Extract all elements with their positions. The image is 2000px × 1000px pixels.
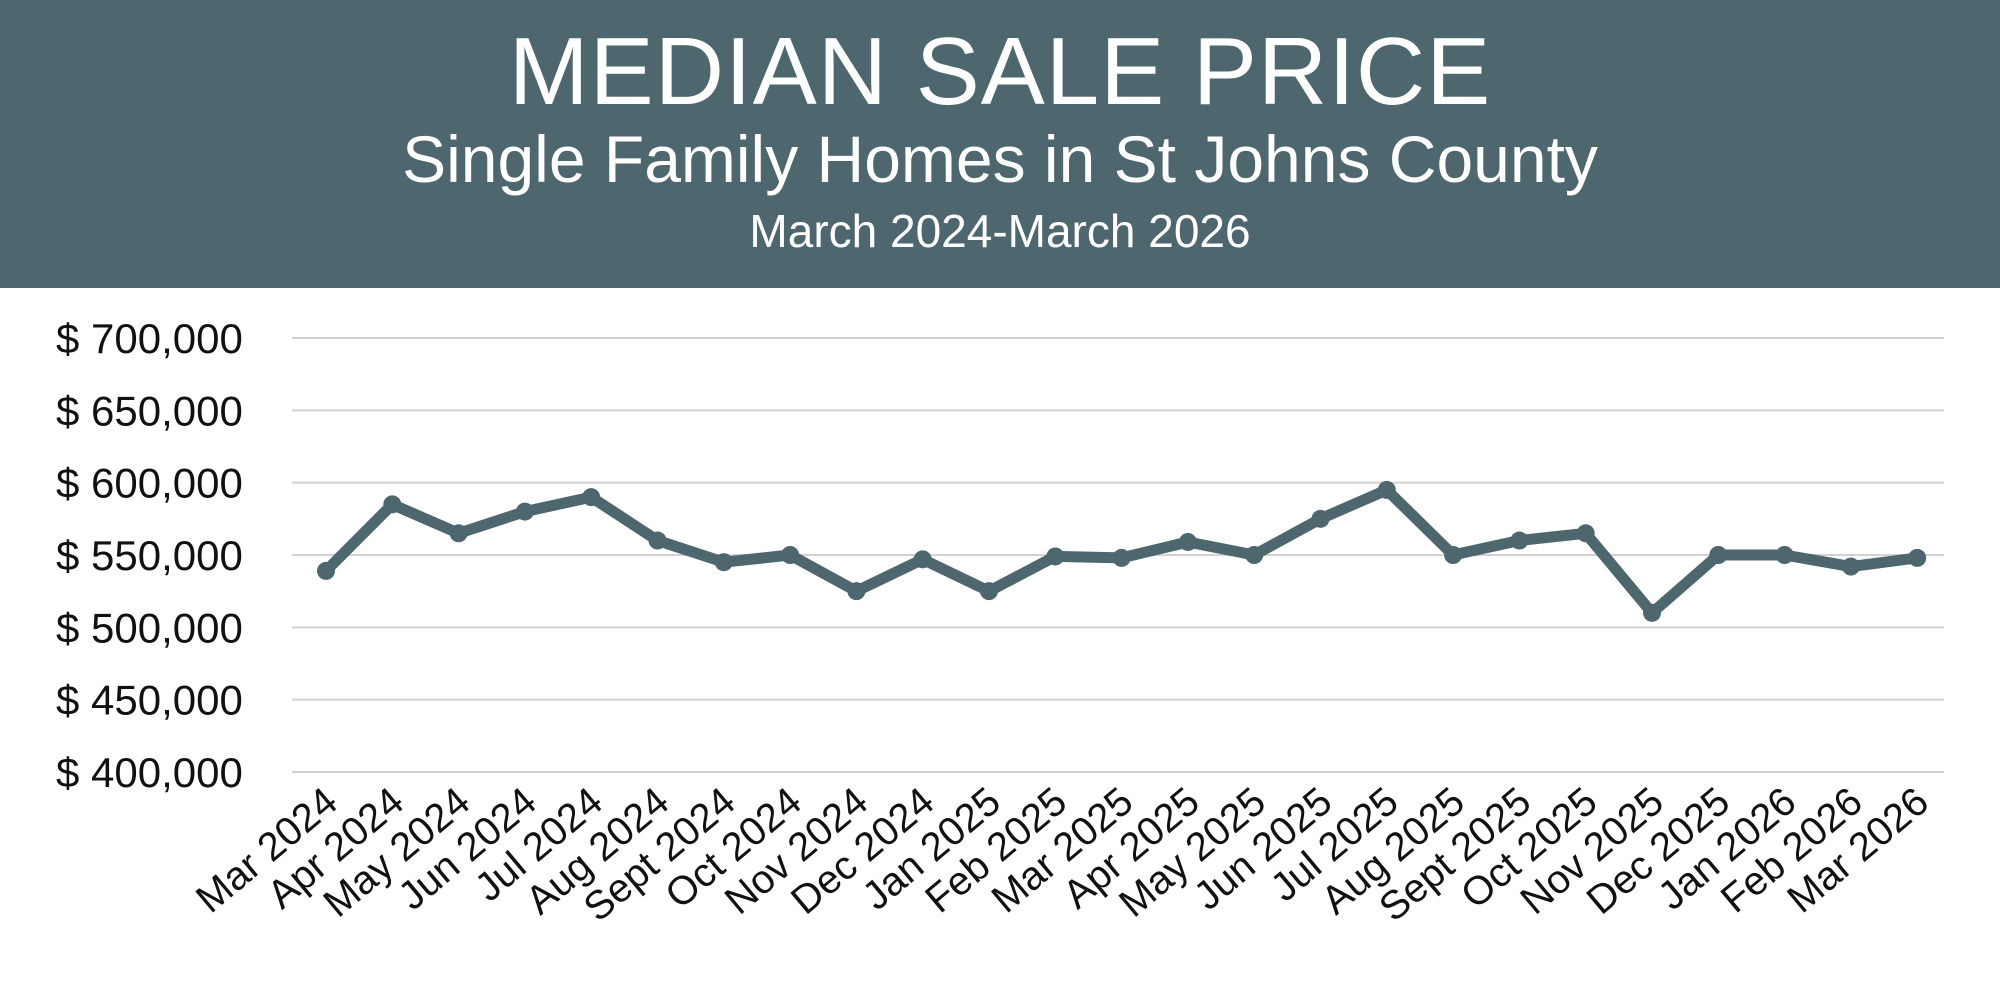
chart-title: MEDIAN SALE PRICE [508,18,1492,125]
data-point [714,553,733,572]
y-tick-label: $ 450,000 [56,677,243,724]
y-tick-label: $ 600,000 [56,460,243,507]
data-point [1046,547,1065,566]
data-point [1245,546,1264,564]
data-point [582,488,601,507]
data-point [1377,480,1396,499]
data-point [781,546,800,564]
data-point [1709,546,1728,564]
chart-header: MEDIAN SALE PRICE Single Family Homes in… [0,0,2000,288]
data-point [1112,548,1131,567]
y-tick-label: $ 400,000 [56,749,243,796]
y-tick-label: $ 500,000 [56,604,243,651]
line-chart: $ 400,000 $ 450,000 $ 500,000 $ 550,000 $ 60… [56,315,1944,930]
data-point [1444,546,1463,564]
y-tick-label: $ 550,000 [56,532,243,579]
data-point [1178,532,1197,551]
data-point [913,550,932,569]
data-point [847,582,866,601]
data-point [1576,524,1595,543]
data-point [1775,546,1794,564]
data-point [1841,557,1860,576]
data-point [317,561,335,580]
data-point [1311,509,1330,528]
data-point [515,502,534,521]
data-series [317,480,1927,622]
data-point [1908,548,1927,567]
data-point [383,495,402,514]
data-point [1643,603,1661,622]
chart-subtitle: Single Family Homes in St Johns County [402,122,1598,196]
y-tick-label: $ 700,000 [56,315,243,362]
data-point [648,531,667,550]
data-point [1510,531,1529,550]
gridlines [292,337,1944,773]
data-point [980,582,998,601]
data-point [449,524,468,543]
y-tick-label: $ 650,000 [56,387,243,434]
y-axis-ticks: $ 400,000 $ 450,000 $ 500,000 $ 550,000 $ 60… [56,315,243,796]
chart-date-range: March 2024-March 2026 [749,205,1251,257]
